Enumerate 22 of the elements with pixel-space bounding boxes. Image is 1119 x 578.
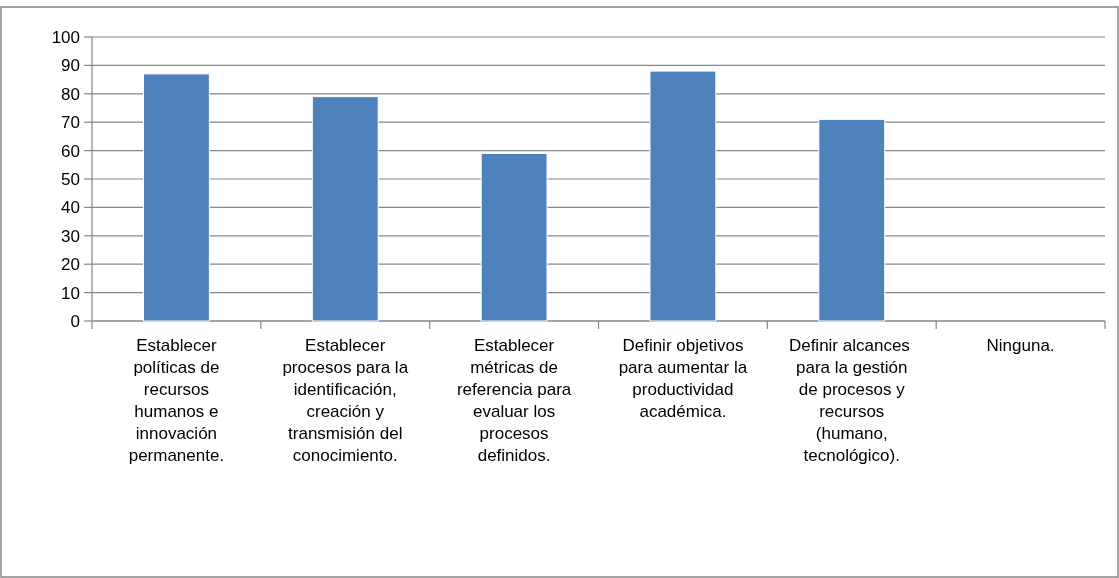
y-tick-label: 40 bbox=[61, 198, 80, 218]
y-tick-label: 20 bbox=[61, 255, 80, 275]
y-tick-label: 60 bbox=[61, 141, 80, 161]
y-tick-label: 50 bbox=[61, 169, 80, 189]
y-tick-label: 100 bbox=[51, 27, 80, 47]
bar bbox=[142, 73, 210, 322]
x-tick-label: Establecer métricas de referencia para evaluar los procesos definidos. bbox=[456, 336, 572, 465]
y-tick-label: 90 bbox=[61, 56, 80, 76]
bar bbox=[818, 118, 886, 322]
y-tick-label: 30 bbox=[61, 226, 80, 246]
x-tick-label: Establecer políticas de recursos humanos e innovación permanente. bbox=[128, 336, 225, 465]
x-tick-label: Definir objetivos para aumentar la productividad académica. bbox=[618, 336, 748, 421]
y-tick-label: 10 bbox=[61, 283, 80, 303]
y-tick-label: 0 bbox=[70, 311, 80, 331]
x-tick-label: Ninguna. bbox=[986, 336, 1055, 355]
y-tick-label: 70 bbox=[61, 113, 80, 133]
bar bbox=[480, 152, 548, 322]
x-tick-label: Definir alcances para la gestión de procesos y recursos (humano, tecnológico). bbox=[788, 336, 915, 465]
bar bbox=[649, 70, 717, 322]
x-tick-label: Establecer procesos para la identificación, creación y transmisión del conocimiento. bbox=[282, 336, 409, 465]
y-tick-label: 80 bbox=[61, 84, 80, 104]
bar bbox=[311, 96, 379, 322]
